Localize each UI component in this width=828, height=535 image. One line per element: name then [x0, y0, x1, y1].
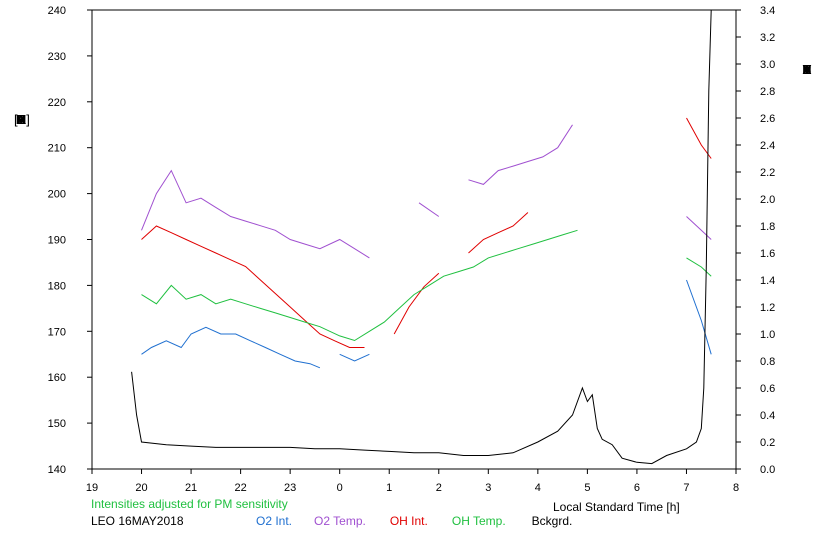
axis-label-letter: R — [16, 112, 26, 127]
axis-label-letter: A — [802, 62, 812, 77]
x-tick-label: 4 — [535, 482, 541, 494]
axis-label-letter: R — [16, 112, 26, 127]
y-left-tick-label: 170 — [48, 326, 66, 338]
y-right-tick-label: 1.2 — [760, 302, 775, 314]
y-left-tick-label: 140 — [48, 464, 66, 476]
x-tick-label: 6 — [634, 482, 640, 494]
x-tick-label: 1 — [386, 482, 392, 494]
y-right-tick-label: 2.0 — [760, 194, 775, 206]
y-right-tick-label: 0.0 — [760, 464, 775, 476]
axis-label-letter: N — [802, 62, 812, 77]
y-right-tick-label: 0.4 — [760, 410, 775, 422]
y-left-tick-label: 200 — [48, 189, 66, 201]
sensitivity-note: Intensities adjusted for PM sensitivity — [91, 497, 288, 511]
y-right-tick-label: 2.6 — [760, 113, 775, 125]
plot-border — [91, 9, 737, 470]
axis-label-letter: T — [17, 112, 25, 127]
x-tick-label: 3 — [485, 482, 491, 494]
y-axis-left: 140 150 160 170 180 190 200 210 220 230 240 — [48, 5, 92, 476]
axis-label-letter: V — [802, 62, 812, 77]
legend-entry: OH Temp. — [451, 514, 506, 528]
axis-label-letter: Y — [802, 62, 812, 77]
axis-label-letter: T — [803, 62, 811, 77]
y-left-tick-label: 230 — [48, 51, 66, 63]
y-right-tick-label: 0.8 — [760, 356, 775, 368]
axis-label-letter: I — [805, 62, 809, 77]
axis-label-letter: I — [805, 62, 809, 77]
series-layer — [131, 9, 712, 465]
x-tick-label: 0 — [337, 482, 343, 494]
series-line-o2-int — [141, 279, 712, 369]
axis-label-letter: E — [802, 62, 812, 77]
axis-label-letter: S — [802, 62, 812, 77]
legend-entry: Bckgrd. — [531, 514, 573, 528]
axis-label-letter: N — [802, 62, 812, 77]
y-right-tick-label: 2.8 — [760, 86, 775, 98]
plot-frame — [91, 9, 737, 470]
legend-entry: O2 Int. — [256, 514, 293, 528]
axis-label-letter: A — [16, 112, 26, 127]
y-left-tick-label: 190 — [48, 235, 66, 247]
x-axis-label: Local Standard Time [h] — [553, 500, 680, 514]
axis-label-letter: E — [16, 112, 26, 127]
x-tick-label: 7 — [683, 482, 689, 494]
x-tick-label: 5 — [584, 482, 590, 494]
y-right-tick-label: 3.4 — [760, 5, 775, 17]
axis-label-letter: T — [803, 62, 811, 77]
y-right-tick-label: 1.6 — [760, 248, 775, 260]
x-tick-label: 23 — [284, 482, 296, 494]
station-label: LEO 16MAY2018 — [91, 514, 184, 528]
y-right-tick-label: 0.2 — [760, 437, 775, 449]
x-tick-label: 21 — [185, 482, 197, 494]
y-right-tick-label: 1.8 — [760, 221, 775, 233]
y-left-tick-label: 220 — [48, 97, 66, 109]
axis-label-letter: [K] — [14, 112, 30, 127]
axis-label-letter: E — [802, 62, 812, 77]
series-line-oh-int — [141, 117, 712, 348]
axis-label-letter: P — [16, 112, 26, 127]
axis-label-letter: M — [15, 112, 27, 127]
legend: O2 Int. O2 Temp. OH Int. OH Temp. Bckgrd. — [256, 514, 572, 528]
y-left-tick-label: 180 — [48, 280, 66, 292]
series-line-bckgrd — [131, 9, 712, 465]
y-right-tick-label: 1.4 — [760, 275, 775, 287]
axis-label-letter: L — [803, 62, 811, 77]
series-line-oh-temp — [141, 229, 712, 342]
axis-label-letter: I — [805, 62, 809, 77]
axis-label-letter: E — [802, 62, 812, 77]
legend-entry: O2 Temp. — [314, 514, 366, 528]
x-tick-label: 8 — [733, 482, 739, 494]
y-left-tick-label: 210 — [48, 143, 66, 155]
y-right-tick-label: 1.0 — [760, 329, 775, 341]
y-right-tick-label: 3.2 — [760, 32, 775, 44]
y-right-tick-label: 0.6 — [760, 383, 775, 395]
axis-label-letter: T — [803, 62, 811, 77]
y-left-tick-label: 160 — [48, 372, 66, 384]
axis-label-letter: T — [17, 112, 25, 127]
y-axis-right: 0.0 0.2 0.4 0.6 0.8 1.0 1.2 1.4 1.6 1.8 2.0 2.2 2.4 2… — [736, 5, 775, 476]
x-tick-label: 22 — [234, 482, 246, 494]
axis-label-letter: E — [16, 112, 26, 127]
axis-label-letter: U — [16, 112, 26, 127]
y-left-tick-label: 150 — [48, 418, 66, 430]
legend-entry: OH Int. — [389, 514, 428, 528]
x-tick-label: 20 — [135, 482, 147, 494]
x-axis: 19 20 21 22 23 0 1 2 3 4 5 6 7 8 — [86, 469, 739, 494]
x-tick-label: 19 — [86, 482, 98, 494]
y-right-tick-label: 2.2 — [760, 167, 775, 179]
x-tick-label: 2 — [436, 482, 442, 494]
series-line-o2-temp — [141, 124, 712, 259]
y-left-tick-label: 240 — [48, 5, 66, 17]
y-right-tick-label: 2.4 — [760, 140, 775, 152]
axis-label-letter: E — [16, 112, 26, 127]
axis-label-letter: R — [802, 62, 812, 77]
y-right-tick-label: 3.0 — [760, 59, 775, 71]
